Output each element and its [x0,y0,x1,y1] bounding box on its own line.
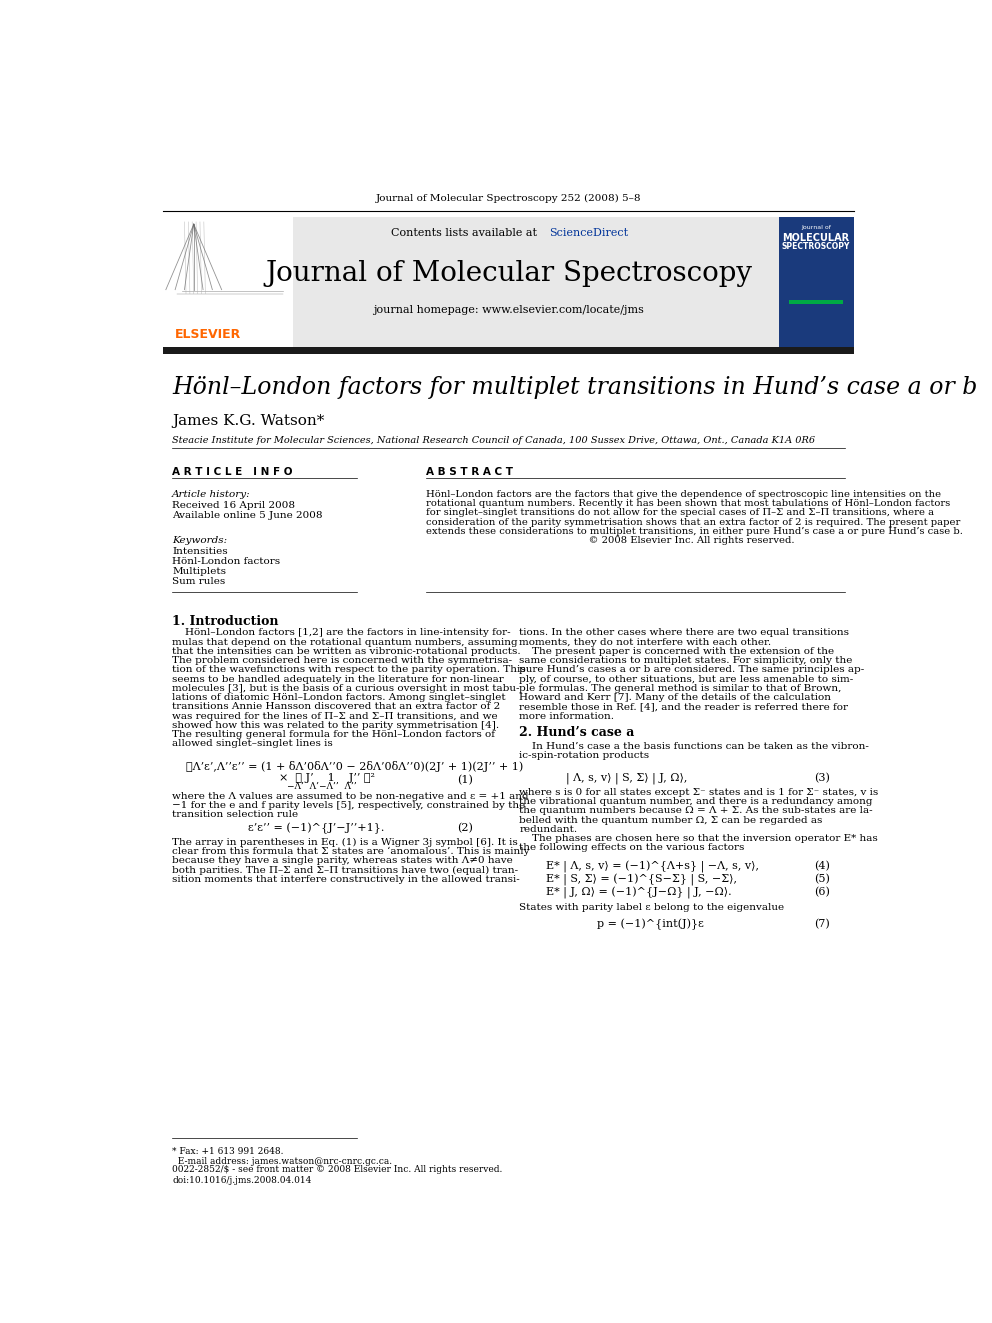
Text: (7): (7) [813,918,829,929]
Text: Hönl–London factors for multiplet transitions in Hund’s case a or b: Hönl–London factors for multiplet transi… [172,376,977,400]
Text: sition moments that interfere constructively in the allowed transi-: sition moments that interfere constructi… [172,875,520,884]
Text: the vibrational quantum number, and there is a redundancy among: the vibrational quantum number, and ther… [519,796,873,806]
Text: transition selection rule: transition selection rule [172,810,299,819]
Text: (2): (2) [457,823,473,832]
Text: Received 16 April 2008: Received 16 April 2008 [172,500,295,509]
Text: 2. Hund’s case a: 2. Hund’s case a [519,726,635,740]
Text: States with parity label ε belong to the eigenvalue: States with parity label ε belong to the… [519,904,785,913]
Text: Journal of Molecular Spectroscopy 252 (2008) 5–8: Journal of Molecular Spectroscopy 252 (2… [376,193,641,202]
Text: ε’ε’’ = (−1)^{J’−J’’+1}.: ε’ε’’ = (−1)^{J’−J’’+1}. [248,823,384,833]
Text: | Λ, s, v⟩ | S, Σ⟩ | J, Ω⟩,: | Λ, s, v⟩ | S, Σ⟩ | J, Ω⟩, [565,773,687,785]
Text: both parities. The Π–Σ and Σ–Π transitions have two (equal) tran-: both parities. The Π–Σ and Σ–Π transitio… [172,865,518,875]
Text: 1. Introduction: 1. Introduction [172,615,279,627]
Text: In Hund’s case a the basis functions can be taken as the vibron-: In Hund’s case a the basis functions can… [519,742,869,750]
Text: ℱΛ’ε’,Λ’’ε’’ = (1 + δΛ’0δΛ’’0 − 2δΛ’0δΛ’’0)(2J’ + 1)(2J’’ + 1): ℱΛ’ε’,Λ’’ε’’ = (1 + δΛ’0δΛ’’0 − 2δΛ’0δΛ’… [186,761,523,771]
Text: © 2008 Elsevier Inc. All rights reserved.: © 2008 Elsevier Inc. All rights reserved… [427,536,795,545]
Bar [789,300,843,303]
Text: transitions Annie Hansson discovered that an extra factor of 2: transitions Annie Hansson discovered tha… [172,703,500,712]
Text: the following effects on the various factors: the following effects on the various fac… [519,843,745,852]
Text: Article history:: Article history: [172,490,251,499]
Text: resemble those in Ref. [4], and the reader is referred there for: resemble those in Ref. [4], and the read… [519,703,848,712]
Text: ic-spin-rotation products: ic-spin-rotation products [519,751,650,759]
Text: Hönl–London factors are the factors that give the dependence of spectroscopic li: Hönl–London factors are the factors that… [427,490,941,499]
Text: (4): (4) [813,861,829,872]
Bar [163,217,293,348]
Text: James K.G. Watson*: James K.G. Watson* [172,414,324,429]
Text: ply, of course, to other situations, but are less amenable to sim-: ply, of course, to other situations, but… [519,675,853,684]
Text: Howard and Kerr [7]. Many of the details of the calculation: Howard and Kerr [7]. Many of the details… [519,693,831,703]
Text: (5): (5) [813,875,829,884]
Text: where s is 0 for all states except Σ⁻ states and is 1 for Σ⁻ states, v is: where s is 0 for all states except Σ⁻ st… [519,789,879,796]
Text: Sum rules: Sum rules [172,577,225,586]
Text: rotational quantum numbers. Recently it has been shown that most tabulations of : rotational quantum numbers. Recently it … [427,499,950,508]
Text: allowed singlet–singlet lines is: allowed singlet–singlet lines is [172,740,332,749]
Bar [779,217,854,348]
Text: more information.: more information. [519,712,614,721]
Bar [163,217,854,348]
Text: ple formulas. The general method is similar to that of Brown,: ple formulas. The general method is simi… [519,684,841,693]
Text: journal homepage: www.elsevier.com/locate/jms: journal homepage: www.elsevier.com/locat… [373,306,644,315]
Text: The array in parentheses in Eq. (1) is a Wigner 3j symbol [6]. It is: The array in parentheses in Eq. (1) is a… [172,837,518,847]
Text: tions. In the other cases where there are two equal transitions: tions. In the other cases where there ar… [519,628,849,638]
Text: Journal of: Journal of [802,225,831,230]
Text: (6): (6) [813,888,829,897]
Text: E* | Λ, s, v⟩ = (−1)^{Λ+s} | −Λ, s, v⟩,: E* | Λ, s, v⟩ = (−1)^{Λ+s} | −Λ, s, v⟩, [547,861,759,873]
Text: −Λ’  Λ’−Λ’’  Λ’’: −Λ’ Λ’−Λ’’ Λ’’ [287,782,356,791]
Text: consideration of the parity symmetrisation shows that an extra factor of 2 is re: consideration of the parity symmetrisati… [427,517,960,527]
Text: Keywords:: Keywords: [172,536,227,545]
Text: molecules [3], but is the basis of a curious oversight in most tabu-: molecules [3], but is the basis of a cur… [172,684,520,693]
Text: The present paper is concerned with the extension of the: The present paper is concerned with the … [519,647,834,656]
Text: ELSEVIER: ELSEVIER [176,328,242,341]
Text: same considerations to multiplet states. For simplicity, only the: same considerations to multiplet states.… [519,656,853,665]
Text: MOLECULAR: MOLECULAR [783,233,849,242]
Text: A R T I C L E   I N F O: A R T I C L E I N F O [172,467,293,476]
Text: ScienceDirect: ScienceDirect [549,228,628,238]
Text: Contents lists available at: Contents lists available at [392,228,541,238]
Text: tion of the wavefunctions with respect to the parity operation. This: tion of the wavefunctions with respect t… [172,665,526,675]
Text: was required for the lines of Π–Σ and Σ–Π transitions, and we: was required for the lines of Π–Σ and Σ–… [172,712,498,721]
Text: Hönl–London factors [1,2] are the factors in line-intensity for-: Hönl–London factors [1,2] are the factor… [172,628,511,638]
Text: extends these considerations to multiplet transitions, in either pure Hund’s cas: extends these considerations to multiple… [427,527,963,536]
Text: for singlet–singlet transitions do not allow for the special cases of Π–Σ and Σ–: for singlet–singlet transitions do not a… [427,508,934,517]
Text: SPECTROSCOPY: SPECTROSCOPY [782,242,850,251]
Text: Intensities: Intensities [172,546,228,556]
Text: pure Hund’s cases a or b are considered. The same principles ap-: pure Hund’s cases a or b are considered.… [519,665,864,675]
Text: E* | S, Σ⟩ = (−1)^{S−Σ} | S, −Σ⟩,: E* | S, Σ⟩ = (−1)^{S−Σ} | S, −Σ⟩, [547,875,737,886]
Text: A B S T R A C T: A B S T R A C T [427,467,513,476]
Text: The problem considered here is concerned with the symmetrisa-: The problem considered here is concerned… [172,656,512,665]
Text: −1 for the e and f parity levels [5], respectively, constrained by the: −1 for the e and f parity levels [5], re… [172,800,526,810]
Text: The resulting general formula for the Hönl–London factors of: The resulting general formula for the Hö… [172,730,495,740]
Text: where the Λ values are assumed to be non-negative and ε = +1 and: where the Λ values are assumed to be non… [172,791,529,800]
Text: because they have a single parity, whereas states with Λ≠0 have: because they have a single parity, where… [172,856,513,865]
Text: lations of diatomic Hönl–London factors. Among singlet–singlet: lations of diatomic Hönl–London factors.… [172,693,506,703]
Text: ×  （ J’    1    J’’ ）²: × （ J’ 1 J’’ ）² [279,773,375,783]
Text: Steacie Institute for Molecular Sciences, National Research Council of Canada, 1: Steacie Institute for Molecular Sciences… [172,437,815,445]
Text: (1): (1) [457,775,473,785]
Text: clear from this formula that Σ states are ‘anomalous’. This is mainly: clear from this formula that Σ states ar… [172,847,530,856]
Text: belled with the quantum number Ω, Σ can be regarded as: belled with the quantum number Ω, Σ can … [519,815,822,824]
Text: (3): (3) [813,773,829,783]
Text: Available online 5 June 2008: Available online 5 June 2008 [172,511,322,520]
Text: Journal of Molecular Spectroscopy: Journal of Molecular Spectroscopy [265,261,752,287]
Text: that the intensities can be written as vibronic-rotational products.: that the intensities can be written as v… [172,647,521,656]
Text: the quantum numbers because Ω = Λ + Σ. As the sub-states are la-: the quantum numbers because Ω = Λ + Σ. A… [519,806,873,815]
Text: showed how this was related to the parity symmetrisation [4].: showed how this was related to the parit… [172,721,499,730]
Text: moments, they do not interfere with each other.: moments, they do not interfere with each… [519,638,772,647]
Text: p = (−1)^{int(J)}ε: p = (−1)^{int(J)}ε [597,918,703,930]
Text: * Fax: +1 613 991 2648.
  E-mail address: james.watson@nrc-cnrc.gc.ca.: * Fax: +1 613 991 2648. E-mail address: … [172,1147,392,1166]
Text: mulas that depend on the rotational quantum numbers, assuming: mulas that depend on the rotational quan… [172,638,518,647]
Bar [163,347,854,353]
Text: The phases are chosen here so that the inversion operator E* has: The phases are chosen here so that the i… [519,833,878,843]
Text: Hönl-London factors: Hönl-London factors [172,557,280,566]
Text: Multiplets: Multiplets [172,566,226,576]
Text: redundant.: redundant. [519,824,577,833]
Text: 0022-2852/$ - see front matter © 2008 Elsevier Inc. All rights reserved.
doi:10.: 0022-2852/$ - see front matter © 2008 El… [172,1166,502,1184]
Text: E* | J, Ω⟩ = (−1)^{J−Ω} | J, −Ω⟩.: E* | J, Ω⟩ = (−1)^{J−Ω} | J, −Ω⟩. [547,888,732,900]
Text: seems to be handled adequately in the literature for non-linear: seems to be handled adequately in the li… [172,675,504,684]
